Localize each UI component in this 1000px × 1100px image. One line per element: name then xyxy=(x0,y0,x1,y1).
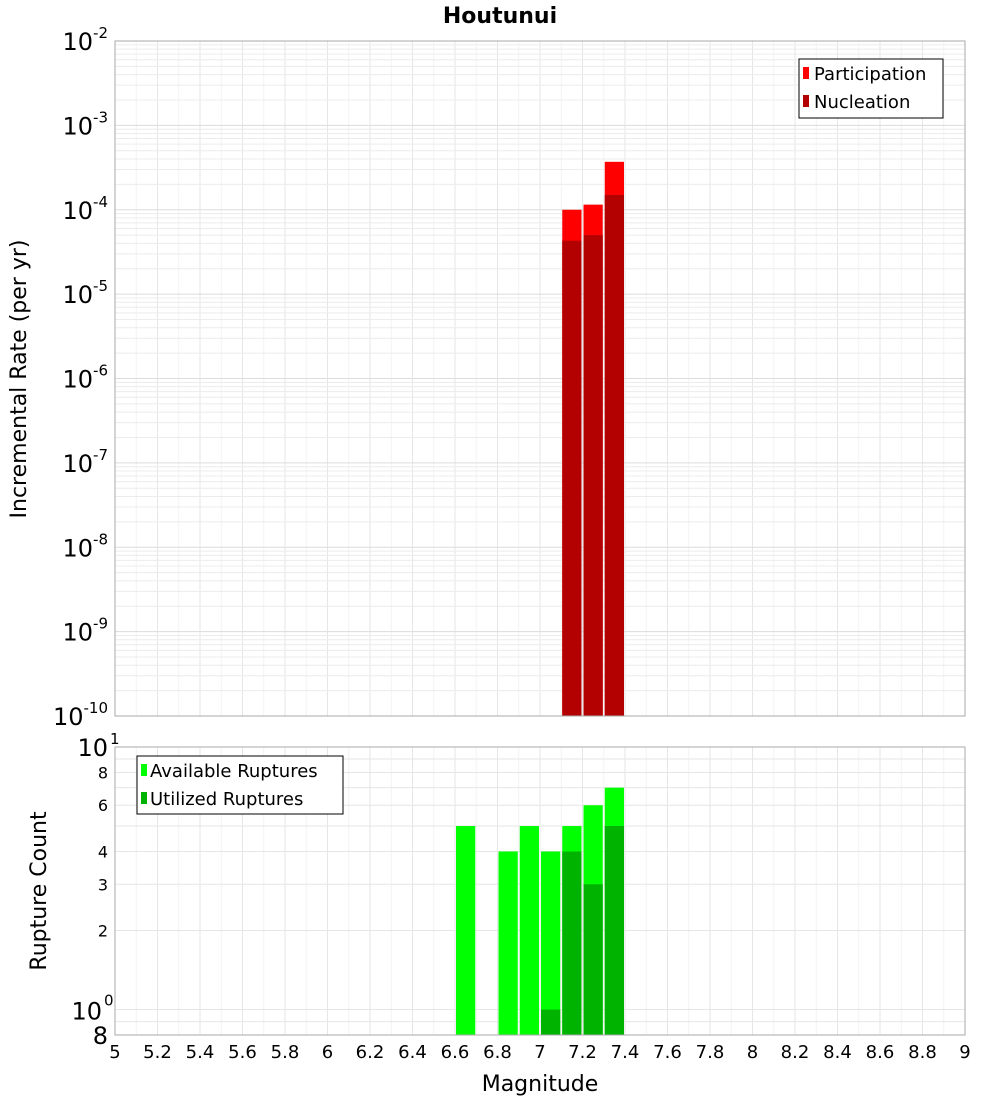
bottom-plot-border xyxy=(114,746,966,1036)
bottom-bars xyxy=(456,787,624,1035)
x-tick-label: 7 xyxy=(534,1042,545,1063)
top-bars xyxy=(562,161,624,717)
x-tick-label: 5.2 xyxy=(143,1042,172,1063)
legend-swatch-utilized xyxy=(141,792,147,804)
y-tick-label: 0 xyxy=(104,992,114,1010)
rate-bar-s1 xyxy=(583,235,603,716)
top-legend: Participation Nucleation xyxy=(798,58,944,119)
rate-bar-s1 xyxy=(604,194,624,716)
count-bar-s1 xyxy=(562,851,582,1035)
y-tick-label: 10-2 xyxy=(62,24,108,56)
top-y-axis-label: Incremental Rate (per yr) xyxy=(7,240,32,519)
top-plot-border xyxy=(114,40,966,717)
y-tick-label: 10-3 xyxy=(62,108,108,140)
x-tick-label: 6.8 xyxy=(483,1042,512,1063)
x-tick-label: 7.4 xyxy=(611,1042,640,1063)
chart-title: Houtunui xyxy=(443,4,557,29)
y-tick-label: 10 xyxy=(71,998,102,1026)
bottom-y-axis-label: Rupture Count xyxy=(27,811,52,971)
y-tick-label: 10-4 xyxy=(62,193,108,225)
y-tick-label: 10-9 xyxy=(62,615,108,647)
y-tick-label: 10-5 xyxy=(62,277,108,309)
x-tick-label: 8.4 xyxy=(823,1042,852,1063)
y-tick-label: 8 xyxy=(98,763,108,782)
legend-label-participation: Participation xyxy=(814,64,926,85)
count-bar-s0 xyxy=(519,826,539,1035)
x-tick-label: 7.2 xyxy=(568,1042,597,1063)
y-tick-label: 3 xyxy=(98,875,108,894)
x-tick-labels: 5 5.2 5.4 5.6 5.8 6 6.2 6.4 6.6 6.8 7 7.2 7.4 7.6 7.8 8… xyxy=(109,1042,970,1063)
x-axis-label: Magnitude xyxy=(482,1072,599,1097)
x-tick-label: 8.8 xyxy=(908,1042,937,1063)
legend-swatch-participation xyxy=(803,67,809,79)
top-grid xyxy=(114,41,966,717)
x-tick-label: 9 xyxy=(959,1042,970,1063)
x-tick-label: 5.8 xyxy=(271,1042,300,1063)
x-tick-label: 6.6 xyxy=(441,1042,470,1063)
y-tick-label: 6 xyxy=(98,796,108,815)
x-tick-label: 5.4 xyxy=(186,1042,215,1063)
legend-label-utilized: Utilized Ruptures xyxy=(150,789,303,810)
count-bar-s0 xyxy=(498,851,518,1035)
legend-label-nucleation: Nucleation xyxy=(814,92,910,113)
count-bar-s1 xyxy=(541,1009,561,1035)
y-tick-label: 10 xyxy=(77,734,108,762)
x-tick-label: 5.6 xyxy=(228,1042,257,1063)
count-bar-s1 xyxy=(604,826,624,1035)
legend-swatch-available xyxy=(141,764,147,776)
top-y-tick-labels: 10-2 10-3 10-4 10-5 10-6 10-7 10-8 10-9 10-10 xyxy=(53,24,108,731)
y-tick-label: 1 xyxy=(110,730,120,748)
y-tick-label: 2 xyxy=(98,922,108,941)
x-tick-label: 8 xyxy=(747,1042,758,1063)
top-legend-box xyxy=(798,58,944,119)
y-tick-label: 10-10 xyxy=(53,699,108,731)
rate-bar-s1 xyxy=(562,240,582,717)
x-tick-label: 6.2 xyxy=(356,1042,385,1063)
bottom-legend: Available Ruptures Utilized Ruptures xyxy=(136,755,344,815)
bottom-legend-box xyxy=(136,755,344,815)
x-tick-label: 6.4 xyxy=(398,1042,427,1063)
x-tick-label: 6 xyxy=(322,1042,333,1063)
y-tick-label: 10-7 xyxy=(62,446,108,478)
x-tick-label: 7.6 xyxy=(653,1042,682,1063)
y-tick-label: 8 xyxy=(93,1022,108,1050)
y-tick-label: 10-6 xyxy=(62,362,108,394)
y-tick-label: 10-8 xyxy=(62,530,108,562)
x-tick-label: 8.6 xyxy=(866,1042,895,1063)
count-bar-s0 xyxy=(541,851,561,1035)
x-tick-label: 5 xyxy=(109,1042,120,1063)
count-bar-s0 xyxy=(456,826,476,1035)
x-tick-label: 8.2 xyxy=(781,1042,810,1063)
legend-swatch-nucleation xyxy=(803,95,809,107)
y-tick-label: 4 xyxy=(98,842,108,861)
count-bar-s1 xyxy=(583,884,603,1035)
legend-label-available: Available Ruptures xyxy=(150,761,318,782)
x-tick-label: 7.8 xyxy=(696,1042,725,1063)
